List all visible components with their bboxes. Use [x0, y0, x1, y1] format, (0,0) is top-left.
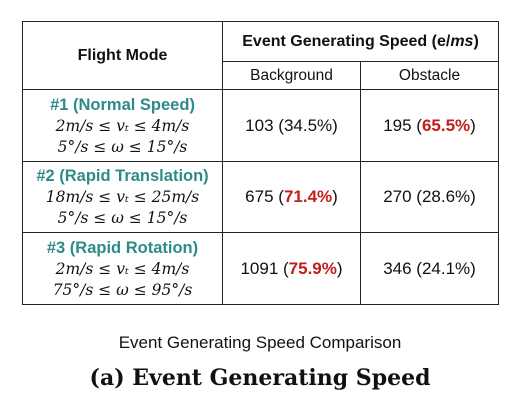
background-cell: 1091 (75.9%): [222, 232, 361, 305]
background-cell: 103 (34.5%): [222, 89, 361, 162]
flight-mode-cell: #3 (Rapid Rotation) 2m/s ≤ vₜ ≤ 4m/s 75°…: [22, 232, 223, 305]
table-row: #2 (Rapid Translation) 18m/s ≤ vₜ ≤ 25m/…: [22, 161, 500, 233]
mode-title: #1 (Normal Speed): [50, 95, 195, 114]
subfigure-title: (a) Event Generating Speed: [89, 365, 431, 391]
velocity-range: 2m/s ≤ vₜ ≤ 4m/s: [55, 259, 190, 278]
background-cell: 675 (71.4%): [222, 161, 361, 233]
velocity-range: 2m/s ≤ vₜ ≤ 4m/s: [55, 116, 190, 135]
table-row: #3 (Rapid Rotation) 2m/s ≤ vₜ ≤ 4m/s 75°…: [22, 232, 500, 305]
obstacle-cell: 270 (28.6%): [359, 161, 500, 233]
speed-table: Flight Mode Event Generating Speed (e/ms…: [22, 21, 500, 305]
obstacle-cell: 195 (65.5%): [359, 89, 500, 162]
header-obstacle: Obstacle: [359, 61, 500, 90]
angular-range: 5°/s ≤ ω ≤ 15°/s: [57, 137, 188, 156]
angular-range: 75°/s ≤ ω ≤ 95°/s: [52, 280, 193, 299]
flight-mode-cell: #1 (Normal Speed) 2m/s ≤ vₜ ≤ 4m/s 5°/s …: [22, 89, 223, 162]
header-event-speed: Event Generating Speed (e/ms): [221, 21, 500, 62]
table-row: #1 (Normal Speed) 2m/s ≤ vₜ ≤ 4m/s 5°/s …: [22, 89, 500, 162]
table-caption: Event Generating Speed Comparison: [118, 333, 402, 352]
flight-mode-cell: #2 (Rapid Translation) 18m/s ≤ vₜ ≤ 25m/…: [22, 161, 223, 233]
obstacle-cell: 346 (24.1%): [359, 232, 500, 305]
mode-title: #2 (Rapid Translation): [36, 167, 209, 185]
header-flight-mode: Flight Mode: [22, 21, 223, 90]
velocity-range: 18m/s ≤ vₜ ≤ 25m/s: [45, 188, 200, 206]
header-background: Background: [222, 61, 361, 90]
mode-title: #3 (Rapid Rotation): [46, 238, 199, 257]
angular-range: 5°/s ≤ ω ≤ 15°/s: [57, 209, 188, 227]
